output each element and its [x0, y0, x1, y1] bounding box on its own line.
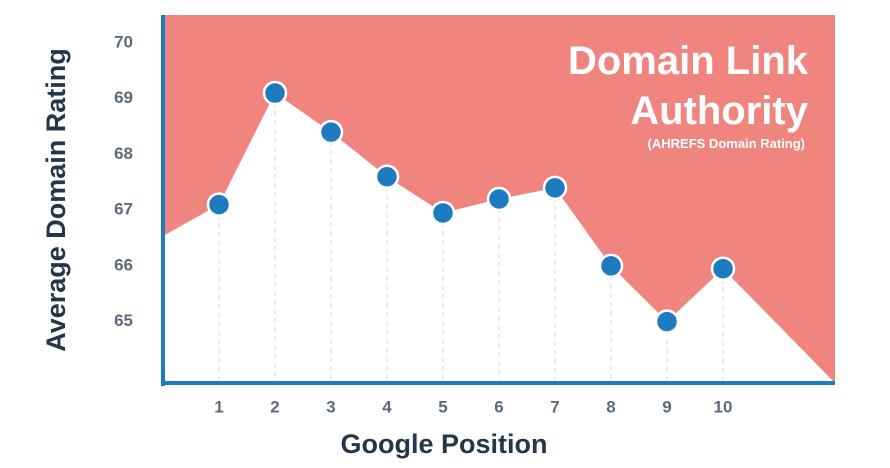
y-tick-label: 66 — [114, 255, 133, 274]
y-tick-label: 70 — [114, 32, 133, 51]
point — [542, 175, 568, 201]
x-tick-label: 7 — [550, 397, 559, 416]
point — [654, 309, 680, 334]
point — [374, 164, 400, 189]
point — [598, 253, 624, 279]
x-tick-label: 6 — [494, 397, 503, 416]
x-tick-label: 4 — [382, 397, 392, 416]
point — [486, 186, 512, 212]
x-tick-label: 3 — [326, 397, 335, 416]
point — [262, 80, 288, 106]
x-tick-label: 1 — [214, 397, 223, 416]
x-axis-title: Google Position — [341, 429, 548, 459]
chart-title: Domain Link Authority — [567, 39, 808, 133]
y-axis-title: Average Domain Rating — [41, 48, 71, 352]
x-tick-label: 10 — [714, 397, 733, 416]
x-tick-label: 2 — [270, 397, 279, 416]
point — [318, 119, 344, 145]
point — [710, 256, 736, 281]
y-tick-label: 65 — [114, 311, 133, 330]
x-tick-label: 8 — [606, 397, 615, 416]
x-tick-label: 5 — [438, 397, 447, 416]
point — [206, 192, 232, 217]
y-tick-label: 67 — [114, 200, 133, 219]
x-tick-label: 9 — [662, 397, 671, 416]
chart-subtitle: (AHREFS Domain Rating) — [647, 136, 805, 151]
y-tick-label: 69 — [114, 88, 133, 107]
point — [430, 200, 456, 226]
y-tick-label: 68 — [114, 144, 133, 163]
